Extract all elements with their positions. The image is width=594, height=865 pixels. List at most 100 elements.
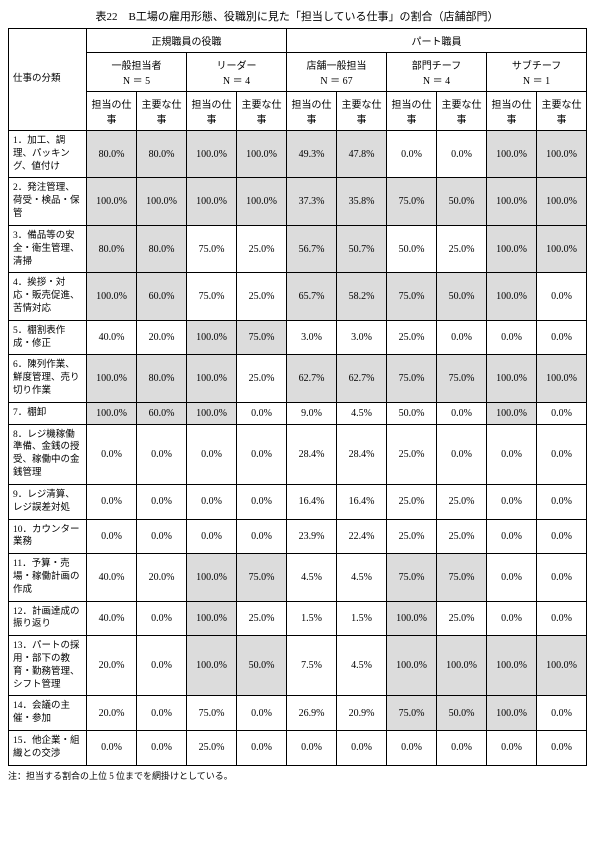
data-cell: 40.0% (87, 554, 137, 601)
data-table: 仕事の分類 正規職員の役職 パート職員 一般担当者N ＝ 5 リーダーN ＝ 4… (8, 28, 587, 766)
data-cell: 35.8% (337, 178, 387, 225)
data-cell: 75.0% (387, 178, 437, 225)
data-cell: 100.0% (237, 178, 287, 225)
table-row: 2．発注管理、荷受・検品・保管100.0%100.0%100.0%100.0%3… (9, 178, 587, 225)
sub-b: 主要な仕事 (337, 92, 387, 131)
data-cell: 100.0% (187, 636, 237, 696)
sub-b: 主要な仕事 (437, 92, 487, 131)
data-cell: 75.0% (187, 225, 237, 272)
data-cell: 75.0% (387, 355, 437, 402)
table-row: 14．会議の主催・参加20.0%0.0%75.0%0.0%26.9%20.9%7… (9, 696, 587, 731)
data-cell: 75.0% (437, 554, 487, 601)
data-cell: 0.0% (537, 731, 587, 766)
data-cell: 100.0% (487, 636, 537, 696)
data-cell: 1.5% (287, 601, 337, 636)
row-label: 12．計画達成の振り返り (9, 601, 87, 636)
row-label: 9．レジ清算、レジ誤差対処 (9, 484, 87, 519)
data-cell: 100.0% (487, 178, 537, 225)
table-row: 6．陳列作業、鮮度管理、売り切り作業100.0%80.0%100.0%25.0%… (9, 355, 587, 402)
data-cell: 100.0% (537, 131, 587, 178)
row-label: 8．レジ機稼働準備、金銭の授受、稼働中の金銭管理 (9, 424, 87, 484)
data-cell: 0.0% (87, 424, 137, 484)
data-cell: 100.0% (187, 402, 237, 424)
data-cell: 0.0% (537, 320, 587, 355)
data-cell: 0.0% (437, 131, 487, 178)
data-cell: 62.7% (337, 355, 387, 402)
data-cell: 0.0% (137, 696, 187, 731)
data-cell: 22.4% (337, 519, 387, 554)
data-cell: 0.0% (187, 519, 237, 554)
table-row: 3．備品等の安全・衛生管理、清掃80.0%80.0%75.0%25.0%56.7… (9, 225, 587, 272)
sub-b: 主要な仕事 (137, 92, 187, 131)
data-cell: 3.0% (337, 320, 387, 355)
data-cell: 20.0% (87, 696, 137, 731)
data-cell: 0.0% (387, 131, 437, 178)
table-row: 11．予算・売場・稼働計画の作成40.0%20.0%100.0%75.0%4.5… (9, 554, 587, 601)
data-cell: 50.0% (387, 225, 437, 272)
table-row: 8．レジ機稼働準備、金銭の授受、稼働中の金銭管理0.0%0.0%0.0%0.0%… (9, 424, 587, 484)
data-cell: 100.0% (87, 355, 137, 402)
data-cell: 0.0% (537, 484, 587, 519)
row-label: 1．加工、調理、パッキング、値付け (9, 131, 87, 178)
data-cell: 37.3% (287, 178, 337, 225)
data-cell: 75.0% (387, 273, 437, 320)
data-cell: 0.0% (137, 601, 187, 636)
data-cell: 0.0% (237, 424, 287, 484)
data-cell: 0.0% (537, 519, 587, 554)
data-cell: 50.7% (337, 225, 387, 272)
table-row: 13．パートの採用・部下の教育・勤務管理、シフト管理20.0%0.0%100.0… (9, 636, 587, 696)
data-cell: 28.4% (287, 424, 337, 484)
data-cell: 23.9% (287, 519, 337, 554)
table-row: 4．挨拶・対応・販売促進、苦情対応100.0%60.0%75.0%25.0%65… (9, 273, 587, 320)
data-cell: 0.0% (87, 484, 137, 519)
data-cell: 40.0% (87, 601, 137, 636)
data-cell: 80.0% (87, 225, 137, 272)
data-cell: 56.7% (287, 225, 337, 272)
data-cell: 28.4% (337, 424, 387, 484)
data-cell: 100.0% (137, 178, 187, 225)
data-cell: 25.0% (437, 601, 487, 636)
data-cell: 80.0% (87, 131, 137, 178)
data-cell: 0.0% (187, 424, 237, 484)
data-cell: 25.0% (387, 424, 437, 484)
data-cell: 75.0% (387, 696, 437, 731)
col-job-category: 仕事の分類 (9, 29, 87, 131)
data-cell: 100.0% (487, 131, 537, 178)
data-cell: 25.0% (437, 484, 487, 519)
data-cell: 3.0% (287, 320, 337, 355)
data-cell: 7.5% (287, 636, 337, 696)
data-cell: 0.0% (137, 484, 187, 519)
sub-a: 担当の仕事 (287, 92, 337, 131)
row-label: 4．挨拶・対応・販売促進、苦情対応 (9, 273, 87, 320)
data-cell: 100.0% (387, 601, 437, 636)
data-cell: 0.0% (487, 484, 537, 519)
sub-b: 主要な仕事 (537, 92, 587, 131)
table-row: 9．レジ清算、レジ誤差対処0.0%0.0%0.0%0.0%16.4%16.4%2… (9, 484, 587, 519)
data-cell: 0.0% (237, 402, 287, 424)
sub-a: 担当の仕事 (487, 92, 537, 131)
role-2: 店舗一般担当N ＝ 67 (287, 53, 387, 92)
data-cell: 62.7% (287, 355, 337, 402)
data-cell: 0.0% (387, 731, 437, 766)
data-cell: 4.5% (287, 554, 337, 601)
data-cell: 75.0% (237, 554, 287, 601)
data-cell: 100.0% (537, 636, 587, 696)
data-cell: 0.0% (487, 519, 537, 554)
data-cell: 100.0% (387, 636, 437, 696)
data-cell: 80.0% (137, 355, 187, 402)
row-label: 2．発注管理、荷受・検品・保管 (9, 178, 87, 225)
data-cell: 80.0% (137, 225, 187, 272)
data-cell: 0.0% (487, 320, 537, 355)
sub-b: 主要な仕事 (237, 92, 287, 131)
data-cell: 60.0% (137, 273, 187, 320)
data-cell: 100.0% (187, 554, 237, 601)
data-cell: 60.0% (137, 402, 187, 424)
data-cell: 75.0% (387, 554, 437, 601)
data-cell: 0.0% (537, 402, 587, 424)
data-cell: 0.0% (187, 484, 237, 519)
data-cell: 25.0% (187, 731, 237, 766)
row-label: 14．会議の主催・参加 (9, 696, 87, 731)
sub-a: 担当の仕事 (87, 92, 137, 131)
data-cell: 4.5% (337, 636, 387, 696)
data-cell: 25.0% (387, 320, 437, 355)
